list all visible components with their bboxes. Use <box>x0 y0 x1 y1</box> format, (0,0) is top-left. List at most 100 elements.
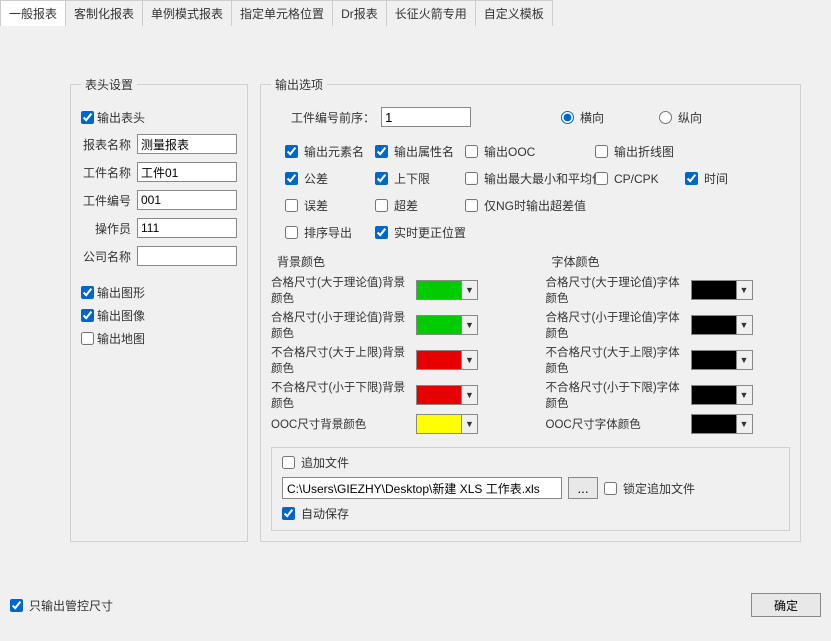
chk-tol[interactable] <box>285 172 298 185</box>
tab-general[interactable]: 一般报表 <box>0 0 66 26</box>
orient-landscape-label: 横向 <box>580 109 604 126</box>
output-graphic-checkbox[interactable] <box>81 286 94 299</box>
tab-custom[interactable]: 客制化报表 <box>65 0 143 26</box>
font-label-r4: 不合格尺寸(小于下限)字体颜色 <box>546 379 691 411</box>
bg-swatch-r1 <box>417 281 461 299</box>
bg-picker-r1[interactable]: ▼ <box>416 280 478 300</box>
bg-label-r2: 合格尺寸(小于理论值)背景颜色 <box>271 309 416 341</box>
bg-picker-r4[interactable]: ▼ <box>416 385 478 405</box>
output-header-checkbox[interactable] <box>81 111 94 124</box>
bg-label-r5: OOC尺寸背景颜色 <box>271 416 416 432</box>
font-label-r1: 合格尺寸(大于理论值)字体颜色 <box>546 274 691 306</box>
font-color-column: 字体颜色 合格尺寸(大于理论值)字体颜色 ▼ 合格尺寸(小于理论值)字体颜色 ▼ 不合格… <box>546 251 791 437</box>
orient-portrait-radio[interactable] <box>659 111 672 124</box>
file-path-input[interactable] <box>282 477 562 499</box>
ctrl-only-checkbox[interactable] <box>10 599 23 612</box>
output-checks-grid: 输出元素名 输出属性名 输出OOC 输出折线图 公差 上下限 输出最大最小和平均… <box>271 137 790 247</box>
bg-swatch-r5 <box>417 415 461 433</box>
bg-label-r4: 不合格尺寸(小于下限)背景颜色 <box>271 379 416 411</box>
tab-dr[interactable]: Dr报表 <box>332 0 387 26</box>
chk-err[interactable] <box>285 199 298 212</box>
chk-sort[interactable] <box>285 226 298 239</box>
chevron-down-icon[interactable]: ▼ <box>461 386 477 404</box>
report-name-input[interactable] <box>137 134 237 154</box>
chk-elem-name[interactable] <box>285 145 298 158</box>
tab-bar: 一般报表 客制化报表 单例模式报表 指定单元格位置 Dr报表 长征火箭专用 自定… <box>0 0 831 26</box>
bg-label-r1: 合格尺寸(大于理论值)背景颜色 <box>271 274 416 306</box>
chevron-down-icon[interactable]: ▼ <box>736 415 752 433</box>
chevron-down-icon[interactable]: ▼ <box>736 386 752 404</box>
output-options-group: 输出选项 工件编号前序： 横向 纵向 输出元素名 输出属性名 输出OOC 输出折… <box>260 76 801 542</box>
chk-ngonly[interactable] <box>465 199 478 212</box>
bg-swatch-r2 <box>417 316 461 334</box>
chevron-down-icon[interactable]: ▼ <box>736 351 752 369</box>
prefix-input[interactable] <box>381 107 471 127</box>
font-picker-r4[interactable]: ▼ <box>691 385 753 405</box>
part-name-label: 工件名称 <box>81 164 131 181</box>
header-settings-group: 表头设置 输出表头 报表名称 工件名称 工件编号 操作员 公司名称 输出图形 输… <box>70 76 248 542</box>
output-graphic-label: 输出图形 <box>97 284 145 301</box>
chevron-down-icon[interactable]: ▼ <box>461 351 477 369</box>
orient-landscape-radio[interactable] <box>561 111 574 124</box>
chk-ooc[interactable] <box>465 145 478 158</box>
tab-rocket[interactable]: 长征火箭专用 <box>386 0 476 26</box>
font-swatch-r2 <box>692 316 736 334</box>
chk-cpcpk[interactable] <box>595 172 608 185</box>
font-picker-r3[interactable]: ▼ <box>691 350 753 370</box>
prefix-label: 工件编号前序： <box>291 109 375 126</box>
font-color-title: 字体颜色 <box>552 253 791 270</box>
content-area: 表头设置 输出表头 报表名称 工件名称 工件编号 操作员 公司名称 输出图形 输… <box>0 26 831 621</box>
bg-picker-r2[interactable]: ▼ <box>416 315 478 335</box>
tab-singleton[interactable]: 单例模式报表 <box>142 0 232 26</box>
output-header-label: 输出表头 <box>97 109 145 126</box>
output-image-label: 输出图像 <box>97 307 145 324</box>
bg-swatch-r4 <box>417 386 461 404</box>
part-no-label: 工件编号 <box>81 192 131 209</box>
bg-label-r3: 不合格尺寸(大于上限)背景颜色 <box>271 344 416 376</box>
part-name-input[interactable] <box>137 162 237 182</box>
chk-time[interactable] <box>685 172 698 185</box>
tab-cellpos[interactable]: 指定单元格位置 <box>231 0 333 26</box>
chk-realtime[interactable] <box>375 226 388 239</box>
output-map-checkbox[interactable] <box>81 332 94 345</box>
bg-picker-r5[interactable]: ▼ <box>416 414 478 434</box>
font-swatch-r4 <box>692 386 736 404</box>
ok-button[interactable]: 确定 <box>751 593 821 617</box>
append-file-label: 追加文件 <box>301 454 349 471</box>
lock-append-checkbox[interactable] <box>604 482 617 495</box>
chevron-down-icon[interactable]: ▼ <box>736 281 752 299</box>
font-picker-r1[interactable]: ▼ <box>691 280 753 300</box>
output-legend: 输出选项 <box>271 76 327 93</box>
company-input[interactable] <box>137 246 237 266</box>
font-label-r3: 不合格尺寸(大于上限)字体颜色 <box>546 344 691 376</box>
output-map-label: 输出地图 <box>97 330 145 347</box>
font-picker-r5[interactable]: ▼ <box>691 414 753 434</box>
chevron-down-icon[interactable]: ▼ <box>461 415 477 433</box>
bg-color-column: 背景颜色 合格尺寸(大于理论值)背景颜色 ▼ 合格尺寸(小于理论值)背景颜色 ▼ 不合格… <box>271 251 516 437</box>
tab-template[interactable]: 自定义模板 <box>475 0 553 26</box>
chk-limits[interactable] <box>375 172 388 185</box>
chevron-down-icon[interactable]: ▼ <box>736 316 752 334</box>
chk-attr-name[interactable] <box>375 145 388 158</box>
output-image-checkbox[interactable] <box>81 309 94 322</box>
chk-polyline[interactable] <box>595 145 608 158</box>
bg-color-title: 背景颜色 <box>277 253 516 270</box>
bg-picker-r3[interactable]: ▼ <box>416 350 478 370</box>
autosave-checkbox[interactable] <box>282 507 295 520</box>
operator-input[interactable] <box>137 218 237 238</box>
orient-portrait-label: 纵向 <box>678 109 702 126</box>
chk-overtol[interactable] <box>375 199 388 212</box>
chk-minmaxavg[interactable] <box>465 172 478 185</box>
chevron-down-icon[interactable]: ▼ <box>461 281 477 299</box>
font-label-r2: 合格尺寸(小于理论值)字体颜色 <box>546 309 691 341</box>
browse-button[interactable]: ... <box>568 477 598 499</box>
chevron-down-icon[interactable]: ▼ <box>461 316 477 334</box>
append-file-checkbox[interactable] <box>282 456 295 469</box>
bg-swatch-r3 <box>417 351 461 369</box>
file-box: 追加文件 ... 锁定追加文件 自动保存 <box>271 447 790 531</box>
font-picker-r2[interactable]: ▼ <box>691 315 753 335</box>
part-no-input[interactable] <box>137 190 237 210</box>
autosave-label: 自动保存 <box>301 505 349 522</box>
lock-append-label: 锁定追加文件 <box>623 480 695 497</box>
font-swatch-r1 <box>692 281 736 299</box>
